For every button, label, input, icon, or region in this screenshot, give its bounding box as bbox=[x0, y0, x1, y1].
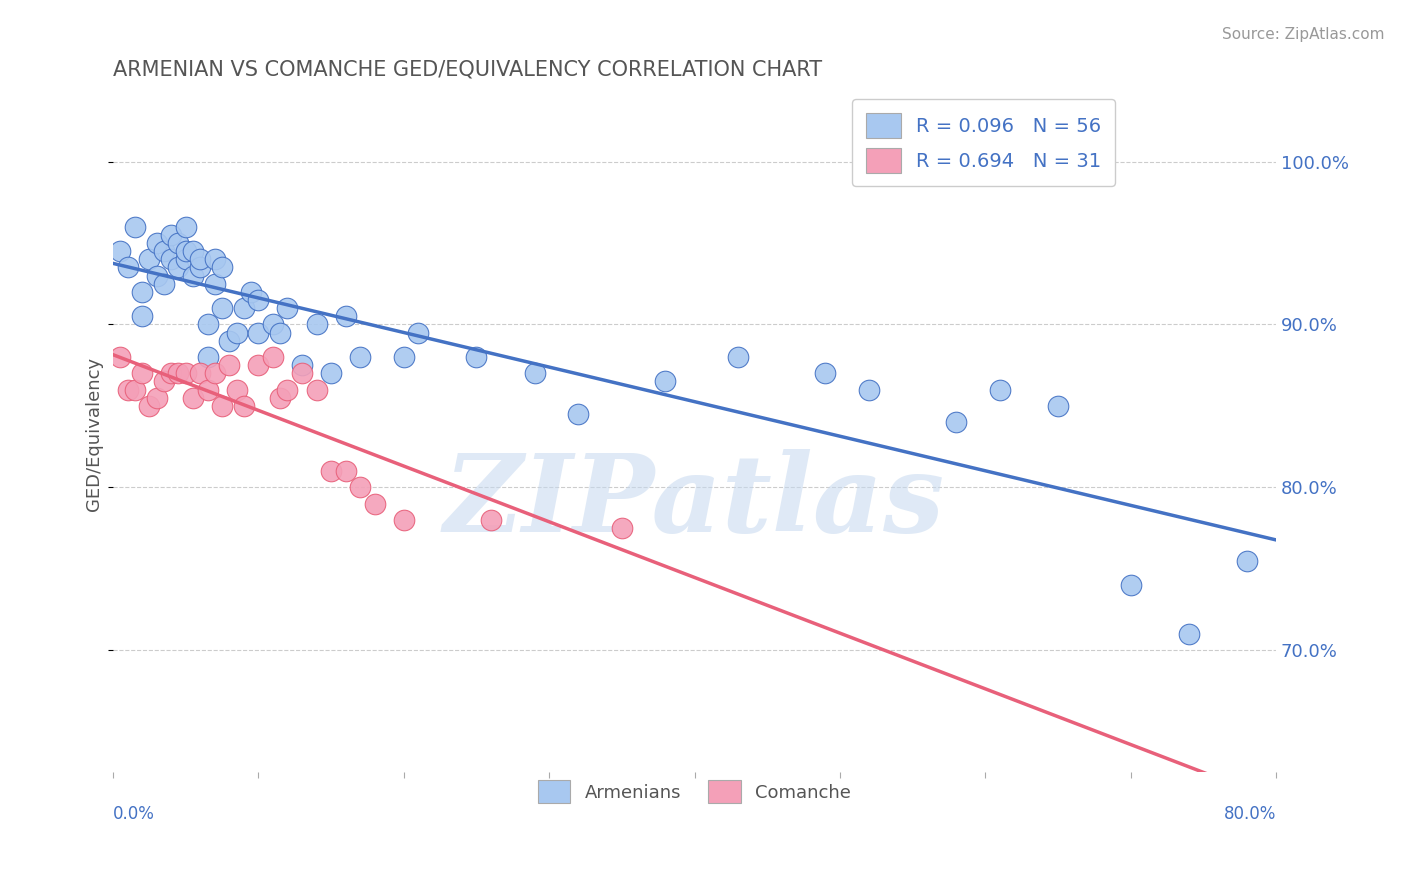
Point bbox=[567, 407, 589, 421]
Point bbox=[153, 244, 176, 259]
Point bbox=[174, 219, 197, 234]
Text: Source: ZipAtlas.com: Source: ZipAtlas.com bbox=[1222, 27, 1385, 42]
Point bbox=[232, 399, 254, 413]
Point bbox=[124, 219, 146, 234]
Point bbox=[319, 464, 342, 478]
Point bbox=[211, 260, 233, 275]
Point bbox=[654, 375, 676, 389]
Point bbox=[153, 277, 176, 291]
Point bbox=[181, 268, 204, 283]
Point bbox=[1236, 554, 1258, 568]
Point bbox=[232, 301, 254, 315]
Text: 0.0%: 0.0% bbox=[112, 805, 155, 823]
Point bbox=[392, 513, 415, 527]
Point bbox=[131, 367, 153, 381]
Point bbox=[218, 358, 240, 372]
Point bbox=[269, 391, 291, 405]
Point bbox=[291, 358, 314, 372]
Point bbox=[225, 326, 247, 340]
Point bbox=[145, 235, 167, 250]
Point bbox=[174, 244, 197, 259]
Text: ZIPatlas: ZIPatlas bbox=[444, 449, 945, 555]
Point bbox=[204, 277, 226, 291]
Point bbox=[276, 301, 298, 315]
Point bbox=[181, 244, 204, 259]
Point bbox=[262, 318, 284, 332]
Point bbox=[110, 350, 132, 364]
Point bbox=[392, 350, 415, 364]
Point bbox=[167, 367, 190, 381]
Point bbox=[131, 310, 153, 324]
Point bbox=[138, 399, 160, 413]
Text: 80.0%: 80.0% bbox=[1223, 805, 1277, 823]
Point bbox=[319, 367, 342, 381]
Point bbox=[211, 399, 233, 413]
Point bbox=[988, 383, 1011, 397]
Point bbox=[479, 513, 502, 527]
Point bbox=[364, 497, 387, 511]
Point bbox=[160, 252, 183, 267]
Point bbox=[188, 260, 211, 275]
Point bbox=[174, 252, 197, 267]
Point bbox=[145, 391, 167, 405]
Text: ARMENIAN VS COMANCHE GED/EQUIVALENCY CORRELATION CHART: ARMENIAN VS COMANCHE GED/EQUIVALENCY COR… bbox=[112, 60, 823, 79]
Point bbox=[349, 480, 371, 494]
Point bbox=[858, 383, 880, 397]
Point bbox=[197, 383, 219, 397]
Point bbox=[240, 285, 263, 299]
Point bbox=[247, 293, 270, 307]
Point bbox=[335, 310, 357, 324]
Point bbox=[610, 521, 633, 535]
Point bbox=[167, 235, 190, 250]
Point bbox=[1119, 578, 1142, 592]
Point bbox=[145, 268, 167, 283]
Point bbox=[204, 367, 226, 381]
Point bbox=[291, 367, 314, 381]
Y-axis label: GED/Equivalency: GED/Equivalency bbox=[86, 358, 103, 511]
Point bbox=[138, 252, 160, 267]
Point bbox=[262, 350, 284, 364]
Point bbox=[247, 326, 270, 340]
Point bbox=[523, 367, 546, 381]
Point bbox=[408, 326, 430, 340]
Point bbox=[188, 252, 211, 267]
Point bbox=[197, 318, 219, 332]
Point bbox=[211, 301, 233, 315]
Point bbox=[814, 367, 837, 381]
Point bbox=[1046, 399, 1069, 413]
Point bbox=[945, 415, 967, 429]
Point bbox=[247, 358, 270, 372]
Point bbox=[117, 260, 139, 275]
Point bbox=[110, 244, 132, 259]
Point bbox=[305, 383, 328, 397]
Point bbox=[276, 383, 298, 397]
Point bbox=[160, 227, 183, 242]
Point bbox=[269, 326, 291, 340]
Point bbox=[181, 391, 204, 405]
Point bbox=[160, 367, 183, 381]
Point bbox=[117, 383, 139, 397]
Point bbox=[727, 350, 749, 364]
Point bbox=[167, 260, 190, 275]
Legend: Armenians, Comanche: Armenians, Comanche bbox=[530, 773, 859, 811]
Point bbox=[204, 252, 226, 267]
Point bbox=[465, 350, 488, 364]
Point bbox=[197, 350, 219, 364]
Point bbox=[131, 285, 153, 299]
Point bbox=[305, 318, 328, 332]
Point bbox=[349, 350, 371, 364]
Point bbox=[153, 375, 176, 389]
Point bbox=[225, 383, 247, 397]
Point bbox=[124, 383, 146, 397]
Point bbox=[335, 464, 357, 478]
Point bbox=[174, 367, 197, 381]
Point bbox=[188, 367, 211, 381]
Point bbox=[218, 334, 240, 348]
Point bbox=[1177, 627, 1199, 641]
